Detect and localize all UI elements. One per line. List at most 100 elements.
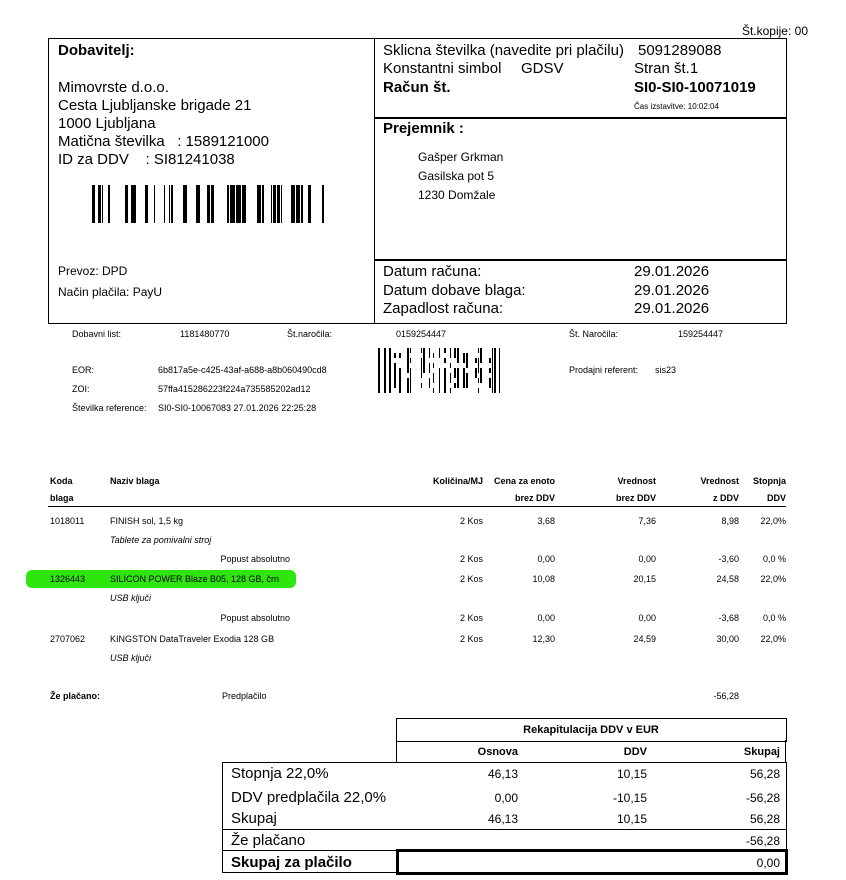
payment-method: Način plačila: PayU xyxy=(58,285,163,299)
issue-time: Čas izstavitve: 10:02:04 xyxy=(634,102,719,111)
item-name: FINISH sol, 1,5 kg xyxy=(110,516,184,526)
recipient-line: 1230 Domžale xyxy=(418,188,496,202)
recap-vat: 10,15 xyxy=(616,767,647,781)
reference-label: Sklicna številka (navedite pri plačilu) xyxy=(383,42,624,59)
item-net: 0,00 xyxy=(638,613,656,623)
recap-header: Osnova xyxy=(477,746,518,758)
item-qty: 2 Kos xyxy=(459,574,483,584)
supplier-heading: Dobavitelj: xyxy=(58,42,135,59)
discount-label: Popust absolutno xyxy=(220,554,290,564)
item-code: 2707062 xyxy=(50,634,86,644)
order2-value: 159254447 xyxy=(678,329,724,339)
copies: Št.kopije: 00 xyxy=(741,24,808,38)
invoice-number: SI0-SI0-10071019 xyxy=(634,79,756,96)
item-category: USB ključi xyxy=(110,653,152,663)
item-code: 1326443 xyxy=(50,574,86,584)
prepaid-desc: Predplačilo xyxy=(222,691,267,701)
item-gross: 8,98 xyxy=(721,516,739,526)
recap-title-box xyxy=(396,718,787,742)
prepaid-label: Že plačano: xyxy=(50,691,101,701)
item-code: 1018011 xyxy=(50,516,85,526)
column-header: brez DDV xyxy=(615,493,656,503)
item-price: 0,00 xyxy=(537,554,555,564)
recap-header: DDV xyxy=(623,746,647,758)
order2-label: Št. Naročila: xyxy=(569,329,619,339)
recap-base: 46,13 xyxy=(487,767,518,781)
paid-value: -56,28 xyxy=(745,834,780,848)
delivery-label: Dobavni list: xyxy=(72,329,122,339)
item-name: KINGSTON DataTraveler Exodia 128 GB xyxy=(110,634,275,644)
reference-number-label: Številka reference: xyxy=(72,403,147,413)
item-qty: 2 Kos xyxy=(459,554,483,564)
supplier-line: ID za DDV : SI81241038 xyxy=(58,151,235,168)
item-price: 3,68 xyxy=(537,516,555,526)
recap-total: 56,28 xyxy=(749,767,780,781)
recipient-line: Gasilska pot 5 xyxy=(418,169,495,183)
item-qty: 2 Kos xyxy=(459,516,483,526)
item-rate: 22,0% xyxy=(760,574,786,584)
column-header: blaga xyxy=(50,493,74,503)
prepaid-value: -56,28 xyxy=(713,691,739,701)
recap-header: Skupaj xyxy=(743,746,780,758)
supplier-line: Mimovrste d.o.o. xyxy=(58,79,169,96)
due-value: 0,00 xyxy=(756,856,780,870)
column-header: Koda xyxy=(50,476,73,486)
supplier-line: Cesta Ljubljanske brigade 21 xyxy=(58,97,252,114)
barcode xyxy=(92,185,338,223)
reference-number-value: SI0-SI0-10067083 27.01.2026 22:25:28 xyxy=(158,403,317,413)
eor-label: EOR: xyxy=(72,365,95,375)
recap-row-label: Stopnja 22,0% xyxy=(231,765,329,782)
item-net: 0,00 xyxy=(638,554,656,564)
date-label: Datum računa: xyxy=(383,263,482,280)
recap-total: 56,28 xyxy=(749,812,780,826)
item-rate: 22,0% xyxy=(760,634,786,644)
qr-barcode xyxy=(378,348,501,393)
item-name: SILICON POWER Blaze B05, 128 GB, črn xyxy=(110,574,280,584)
recap-base: 46,13 xyxy=(487,812,518,826)
item-price: 12,30 xyxy=(532,634,555,644)
item-rate: 0,0 % xyxy=(762,554,786,564)
recap-total: -56,28 xyxy=(745,791,780,805)
recap-box xyxy=(222,762,787,830)
highlight-mark xyxy=(26,570,296,588)
constant-value: GDSV xyxy=(521,60,564,77)
item-net: 7,36 xyxy=(638,516,656,526)
page-number: Stran št.1 xyxy=(634,60,699,77)
recap-row-label: Skupaj xyxy=(231,810,277,827)
paid-label: Že plačano xyxy=(231,832,306,849)
header-box xyxy=(48,38,787,324)
date-value: 29.01.2026 xyxy=(634,282,710,299)
item-category: USB ključi xyxy=(110,593,152,603)
seller-value: sis23 xyxy=(655,365,677,375)
zoi-value: 57ffa415286223f224a735585202ad12 xyxy=(158,384,311,394)
item-gross: 30,00 xyxy=(716,634,739,644)
delivery-value: 1181480770 xyxy=(180,329,230,339)
column-header: Količina/MJ xyxy=(432,476,483,486)
column-header: brez DDV xyxy=(514,493,555,503)
item-gross: 24,58 xyxy=(716,574,739,584)
item-price: 10,08 xyxy=(532,574,555,584)
item-rate: 0,0 % xyxy=(762,613,786,623)
recap-base: 0,00 xyxy=(494,791,518,805)
due-label: Skupaj za plačilo xyxy=(231,854,352,871)
column-header: z DDV xyxy=(712,493,739,503)
item-qty: 2 Kos xyxy=(459,634,483,644)
recap-title: Rekapitulacija DDV v EUR xyxy=(523,724,659,736)
due-box xyxy=(396,849,788,875)
recipient-heading: Prejemnik : xyxy=(383,120,464,137)
item-qty: 2 Kos xyxy=(459,613,483,623)
supplier-line: Matična številka : 1589121000 xyxy=(58,133,269,150)
column-header: Vrednost xyxy=(700,476,739,486)
supplier-line: 1000 Ljubljana xyxy=(58,115,156,132)
column-header: Naziv blaga xyxy=(110,476,160,486)
column-header: Vrednost xyxy=(617,476,656,486)
item-rate: 22,0% xyxy=(760,516,786,526)
column-header: DDV xyxy=(766,493,786,503)
date-value: 29.01.2026 xyxy=(634,263,710,280)
zoi-label: ZOI: xyxy=(72,384,90,394)
date-value: 29.01.2026 xyxy=(634,300,710,317)
eor-value: 6b817a5e-c425-43af-a688-a8b060490cd8 xyxy=(158,365,327,375)
reference-value: 5091289088 xyxy=(638,42,722,59)
item-net: 24,59 xyxy=(633,634,656,644)
